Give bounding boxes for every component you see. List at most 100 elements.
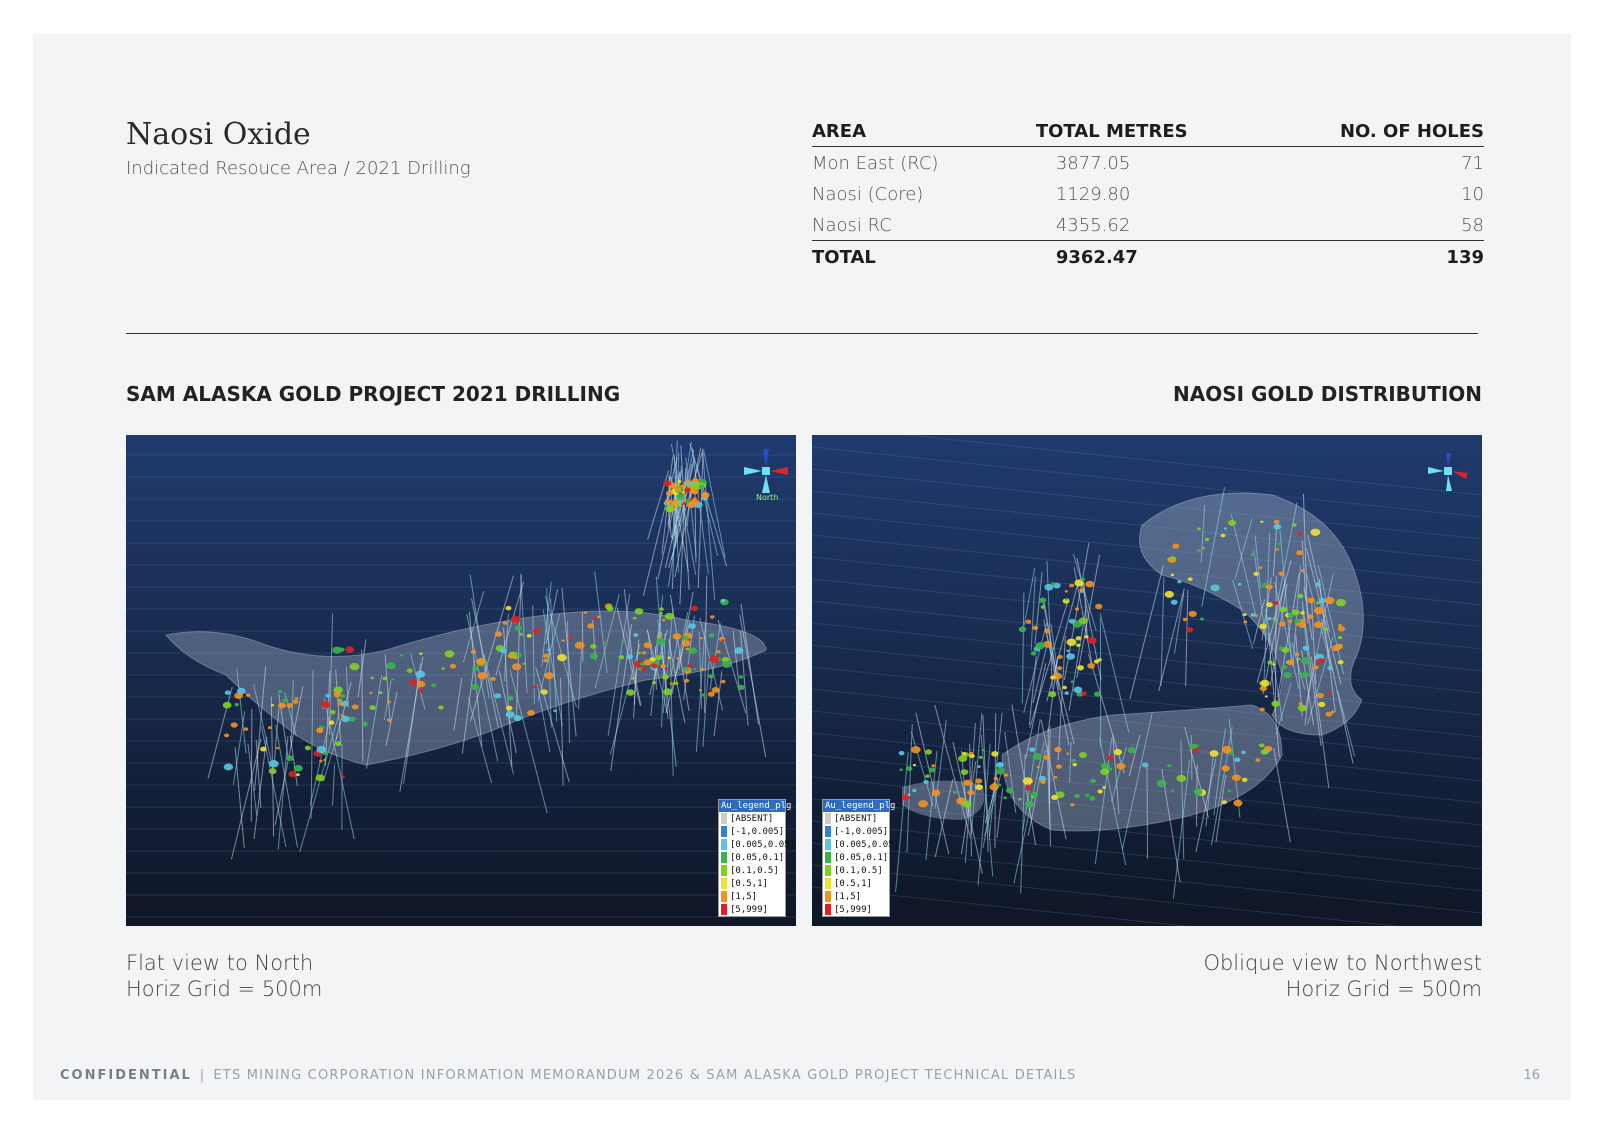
assay-sample-marker	[1300, 657, 1311, 665]
assay-sample-marker	[992, 782, 997, 785]
assay-sample-marker	[1313, 665, 1319, 670]
grid-line	[812, 666, 1482, 738]
drill-hole-trace	[345, 666, 349, 708]
legend-label: [5,999]	[834, 904, 872, 915]
assay-sample-marker	[1267, 617, 1272, 621]
drill-hole-trace	[1292, 565, 1301, 667]
drill-hole-trace	[1273, 502, 1298, 620]
assay-sample-marker	[406, 668, 413, 673]
assay-sample-marker	[641, 651, 647, 655]
drill-hole-trace	[607, 593, 631, 736]
assay-sample-marker	[532, 628, 541, 635]
drill-hole-trace	[1161, 769, 1181, 883]
drill-hole-trace	[740, 603, 760, 725]
assay-sample-marker	[634, 608, 644, 615]
assay-sample-marker	[621, 639, 625, 643]
assay-sample-marker	[1325, 596, 1335, 605]
section-divider	[126, 333, 1478, 334]
legend-swatch	[825, 865, 831, 876]
assay-sample-marker	[1272, 617, 1277, 621]
assay-sample-marker	[681, 639, 691, 647]
drill-hole-trace	[661, 653, 677, 767]
orebody-shell-south	[1001, 704, 1283, 832]
drill-hole-trace	[536, 684, 551, 753]
assay-sample-marker	[431, 683, 437, 688]
assay-sample-marker	[978, 755, 983, 759]
grid-line	[812, 468, 1482, 540]
assay-sample-marker	[1288, 619, 1293, 623]
drill-hole-trace	[669, 594, 690, 712]
assay-sample-marker	[369, 705, 376, 711]
caption-line: Horiz Grid = 500m	[126, 977, 323, 1001]
assay-sample-marker	[533, 684, 538, 689]
grid-line	[812, 600, 1482, 672]
assay-sample-marker	[961, 752, 967, 756]
assay-sample-marker	[664, 499, 671, 504]
assay-sample-marker	[1085, 793, 1090, 797]
drill-hole-trace	[691, 447, 709, 574]
assay-sample-marker	[1039, 597, 1047, 603]
assay-sample-marker	[1201, 546, 1205, 550]
assay-sample-marker	[1102, 786, 1106, 789]
assay-sample-marker	[1300, 671, 1310, 679]
grade-legend: Au_legend_plg [ABSENT] [-1,0.005] [0.005…	[718, 799, 795, 917]
assay-sample-marker	[417, 688, 424, 693]
drill-hole-trace	[1121, 711, 1153, 850]
assay-sample-marker	[901, 794, 911, 801]
assay-sample-marker	[1040, 605, 1046, 609]
assay-sample-marker	[1090, 778, 1097, 784]
drill-hole-trace	[970, 713, 983, 835]
assay-sample-marker	[693, 486, 697, 490]
assay-sample-marker	[637, 651, 642, 655]
assay-sample-marker	[1176, 774, 1187, 782]
assay-sample-marker	[341, 775, 345, 778]
assay-sample-marker	[1260, 520, 1264, 524]
assay-sample-marker	[1266, 602, 1273, 608]
drill-hole-trace	[703, 449, 726, 558]
assay-sample-marker	[494, 693, 502, 699]
assay-sample-marker	[738, 675, 744, 679]
drill-hole-trace	[689, 443, 728, 567]
assay-sample-marker	[587, 623, 595, 629]
assay-sample-marker	[673, 499, 680, 504]
assay-sample-marker	[568, 635, 573, 640]
drill-hole-trace	[1195, 758, 1217, 853]
assay-sample-marker	[923, 779, 929, 784]
assay-sample-marker	[1053, 775, 1058, 779]
assay-sample-marker	[720, 679, 726, 684]
legend-item: [0.005,0.05]	[823, 838, 899, 851]
assay-sample-marker	[1307, 614, 1314, 620]
drill-hole-trace	[1128, 734, 1141, 777]
assay-sample-marker	[1005, 787, 1014, 794]
assay-sample-marker	[1297, 657, 1301, 661]
assay-sample-marker	[1300, 611, 1305, 615]
assay-sample-marker	[1335, 598, 1346, 607]
legend-label: [5,999]	[730, 904, 768, 915]
assay-sample-marker	[1314, 606, 1324, 615]
assay-sample-marker	[722, 661, 732, 668]
assay-sample-marker	[1097, 658, 1102, 662]
assay-sample-marker	[1331, 644, 1341, 652]
assay-sample-marker	[1259, 743, 1265, 748]
assay-sample-marker	[674, 681, 679, 685]
assay-sample-marker	[1030, 795, 1034, 799]
drill-hole-trace	[1215, 774, 1227, 843]
assay-sample-marker	[1221, 765, 1230, 772]
assay-sample-marker	[685, 498, 691, 503]
legend-item: [0.005,0.05]	[719, 838, 795, 851]
assay-sample-marker	[1062, 685, 1067, 690]
cell-total-metres: 9362.47	[995, 240, 1275, 272]
assay-sample-marker	[1029, 747, 1036, 752]
compass-north-label: North	[756, 493, 779, 502]
assay-sample-marker	[1302, 645, 1310, 651]
drilling-summary-table: AREA TOTAL METRES NO. OF HOLES Mon East …	[812, 117, 1484, 272]
drill-hole-trace	[669, 636, 674, 777]
assay-sample-marker	[277, 702, 286, 709]
assay-sample-marker	[513, 715, 522, 722]
drill-hole-trace	[535, 667, 570, 783]
assay-sample-marker	[1220, 533, 1226, 538]
assay-sample-marker	[682, 666, 690, 672]
legend-swatch	[825, 891, 831, 902]
assay-sample-marker	[1192, 747, 1199, 753]
drill-hole-trace	[678, 591, 694, 670]
